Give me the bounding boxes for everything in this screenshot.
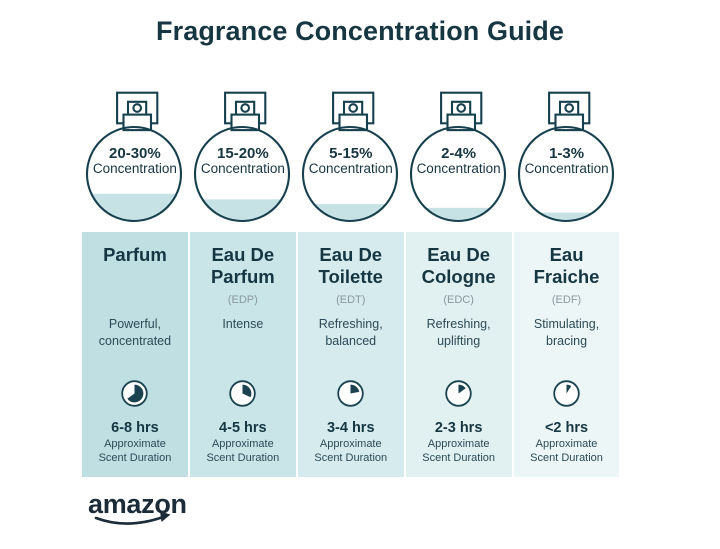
svg-text:amazon: amazon: [88, 489, 187, 519]
